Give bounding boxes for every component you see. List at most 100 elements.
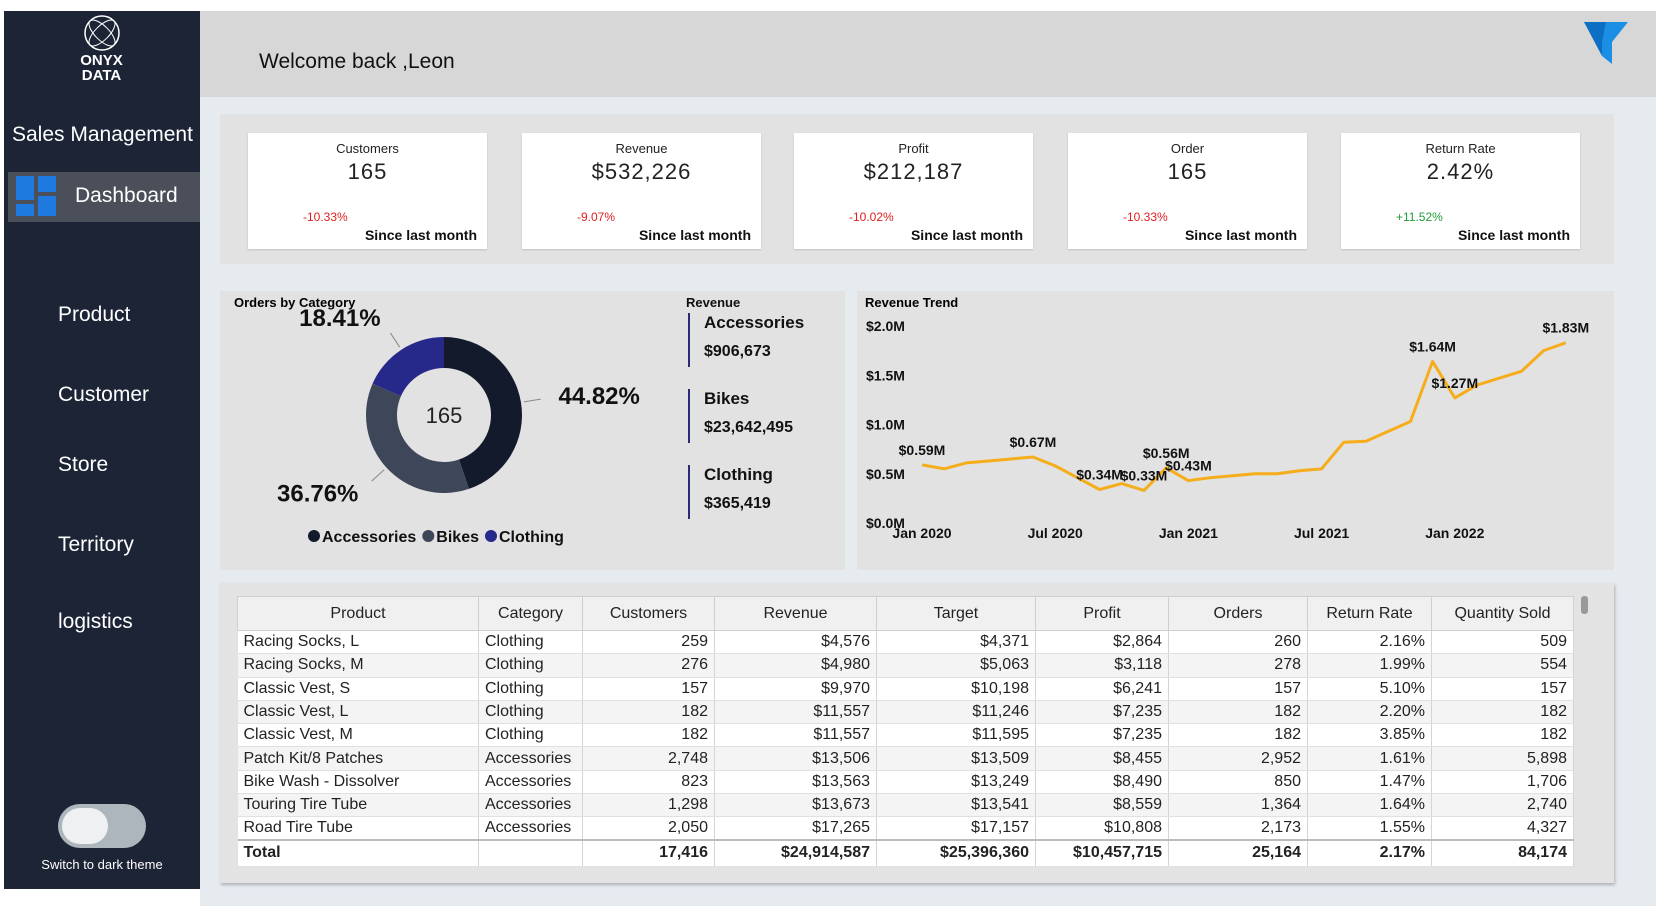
table-cell: 260: [1168, 630, 1308, 655]
revenue-value: $365,419: [704, 495, 771, 512]
logo: ONYX DATA: [4, 11, 199, 97]
chart-title: Orders by Category: [234, 295, 356, 310]
table-cell: $11,246: [876, 700, 1036, 725]
kpi-note: Since last month: [638, 227, 751, 243]
column-header[interactable]: Customers: [582, 596, 715, 631]
table-cell: $3,118: [1035, 653, 1169, 678]
column-header[interactable]: Return Rate: [1307, 596, 1432, 631]
table-cell: 182: [582, 700, 715, 725]
kpi-value: $532,226: [591, 159, 692, 184]
data-label: $1.64M: [1409, 338, 1456, 354]
sidebar-title: Sales Management: [12, 123, 193, 146]
donut-segment: [366, 383, 469, 493]
table-cell: $4,576: [714, 630, 877, 655]
table-row: Classic Vest, M Clothing 182 $11,557 $11,595…: [237, 723, 1574, 748]
welcome: Welcome back ,Leon: [259, 50, 455, 73]
nav-item[interactable]: logistics: [58, 610, 133, 633]
table-cell: 2,173: [1168, 816, 1308, 841]
kpi-change: -10.33%: [303, 210, 348, 224]
table-cell: Bike Wash - Dissolver: [237, 770, 479, 795]
kpi-change: +11.52%: [1396, 210, 1443, 224]
category-panel: [220, 291, 845, 570]
x-tick-label: Jul 2021: [1294, 525, 1349, 541]
kpi-card: Revenue $532,226 -9.07% Since last month: [522, 133, 761, 249]
table-cell: $17,157: [876, 816, 1036, 841]
table-cell: $2,864: [1035, 630, 1169, 655]
table-cell: $8,490: [1035, 770, 1169, 795]
theme-toggle[interactable]: [58, 804, 146, 848]
column-header[interactable]: Target: [876, 596, 1036, 631]
table-cell: 509: [1431, 630, 1574, 655]
column-header[interactable]: Revenue: [714, 596, 877, 631]
chart-title: Revenue Trend: [865, 295, 958, 310]
nav-active[interactable]: Dashboard: [8, 172, 200, 222]
table-cell: $4,371: [876, 630, 1036, 655]
table-cell: 2.16%: [1307, 630, 1432, 655]
table-cell: 5.10%: [1307, 677, 1432, 701]
column-header[interactable]: Quantity Sold: [1431, 596, 1574, 631]
sidebar: [4, 11, 200, 889]
table-cell: 157: [1431, 677, 1574, 701]
revenue-value: $906,673: [704, 343, 771, 360]
total-cell: 25,164: [1168, 840, 1308, 867]
table-cell: 182: [1168, 700, 1308, 725]
y-tick-label: $2.0M: [866, 318, 905, 334]
table-cell: 157: [582, 677, 715, 701]
kpi-card: Profit $212,187 -10.02% Since last month: [794, 133, 1033, 249]
brand: ONYX DATA: [80, 52, 123, 84]
table-cell: 278: [1168, 653, 1308, 678]
revenue-name: Clothing: [704, 465, 773, 484]
filter-icon[interactable]: [1582, 18, 1630, 70]
table-cell: Clothing: [478, 723, 583, 748]
table-cell: 1.61%: [1307, 746, 1432, 771]
column-header[interactable]: Profit: [1035, 596, 1169, 631]
kpi-value: 2.42%: [1426, 159, 1495, 184]
table-cell: Accessories: [478, 816, 583, 841]
table-cell: $6,241: [1035, 677, 1169, 701]
table-cell: $13,249: [876, 770, 1036, 795]
table-row: Racing Socks, L Clothing 259 $4,576 $4,371 $2…: [237, 630, 1574, 655]
revenue-item: Bikes $23,642,495: [688, 389, 858, 443]
table-cell: Clothing: [478, 700, 583, 725]
y-tick-label: $1.5M: [866, 367, 905, 383]
y-tick-label: $0.5M: [866, 466, 905, 482]
data-table: Product Category Customers Revenue Target Pro…: [237, 596, 1574, 867]
table-cell: Racing Socks, L: [237, 630, 479, 655]
header-row: Product Category Customers Revenue Target Pro…: [237, 596, 1574, 631]
revenue-list: Revenue Accessories $906,673 Bikes $23,642,4…: [686, 295, 804, 519]
y-tick-label: $0.0M: [866, 515, 905, 531]
column-header[interactable]: Product: [237, 596, 479, 631]
table-cell: Clothing: [478, 653, 583, 678]
nav-item[interactable]: Product: [58, 303, 131, 326]
column-header[interactable]: Category: [478, 596, 583, 631]
nav-item[interactable]: Customer: [58, 383, 150, 406]
data-label: $0.33M: [1121, 467, 1168, 483]
table-cell: 259: [582, 630, 715, 655]
donut-segment: [372, 337, 444, 397]
nav-item[interactable]: Store: [58, 453, 109, 476]
total-row: Total 17,416 $24,914,587 $25,396,360 $10,457…: [237, 840, 1574, 867]
table-cell: $11,557: [714, 723, 877, 748]
data-label: $0.43M: [1165, 458, 1212, 474]
legend-dot: [308, 530, 320, 542]
table-cell: 1.47%: [1307, 770, 1432, 795]
table-cell: $5,063: [876, 653, 1036, 678]
kpi-label: Customers: [336, 141, 399, 156]
legend-label: Clothing: [499, 529, 564, 546]
total-cell: $10,457,715: [1035, 840, 1169, 867]
table-cell: $4,980: [714, 653, 877, 678]
table-cell: 823: [582, 770, 715, 795]
table-cell: 5,898: [1431, 746, 1574, 771]
table-cell: 2,740: [1431, 793, 1574, 818]
table-cell: 1,706: [1431, 770, 1574, 795]
table-cell: 182: [1431, 700, 1574, 725]
table-cell: 276: [582, 653, 715, 678]
table-cell: Accessories: [478, 793, 583, 818]
nav-item[interactable]: Territory: [58, 533, 134, 556]
table-cell: Accessories: [478, 746, 583, 771]
column-header[interactable]: Orders: [1168, 596, 1308, 631]
scrollbar[interactable]: [1581, 596, 1588, 614]
table-cell: Clothing: [478, 677, 583, 701]
kpi-change: -10.33%: [1123, 210, 1168, 224]
kpi-value: 165: [1167, 159, 1208, 184]
